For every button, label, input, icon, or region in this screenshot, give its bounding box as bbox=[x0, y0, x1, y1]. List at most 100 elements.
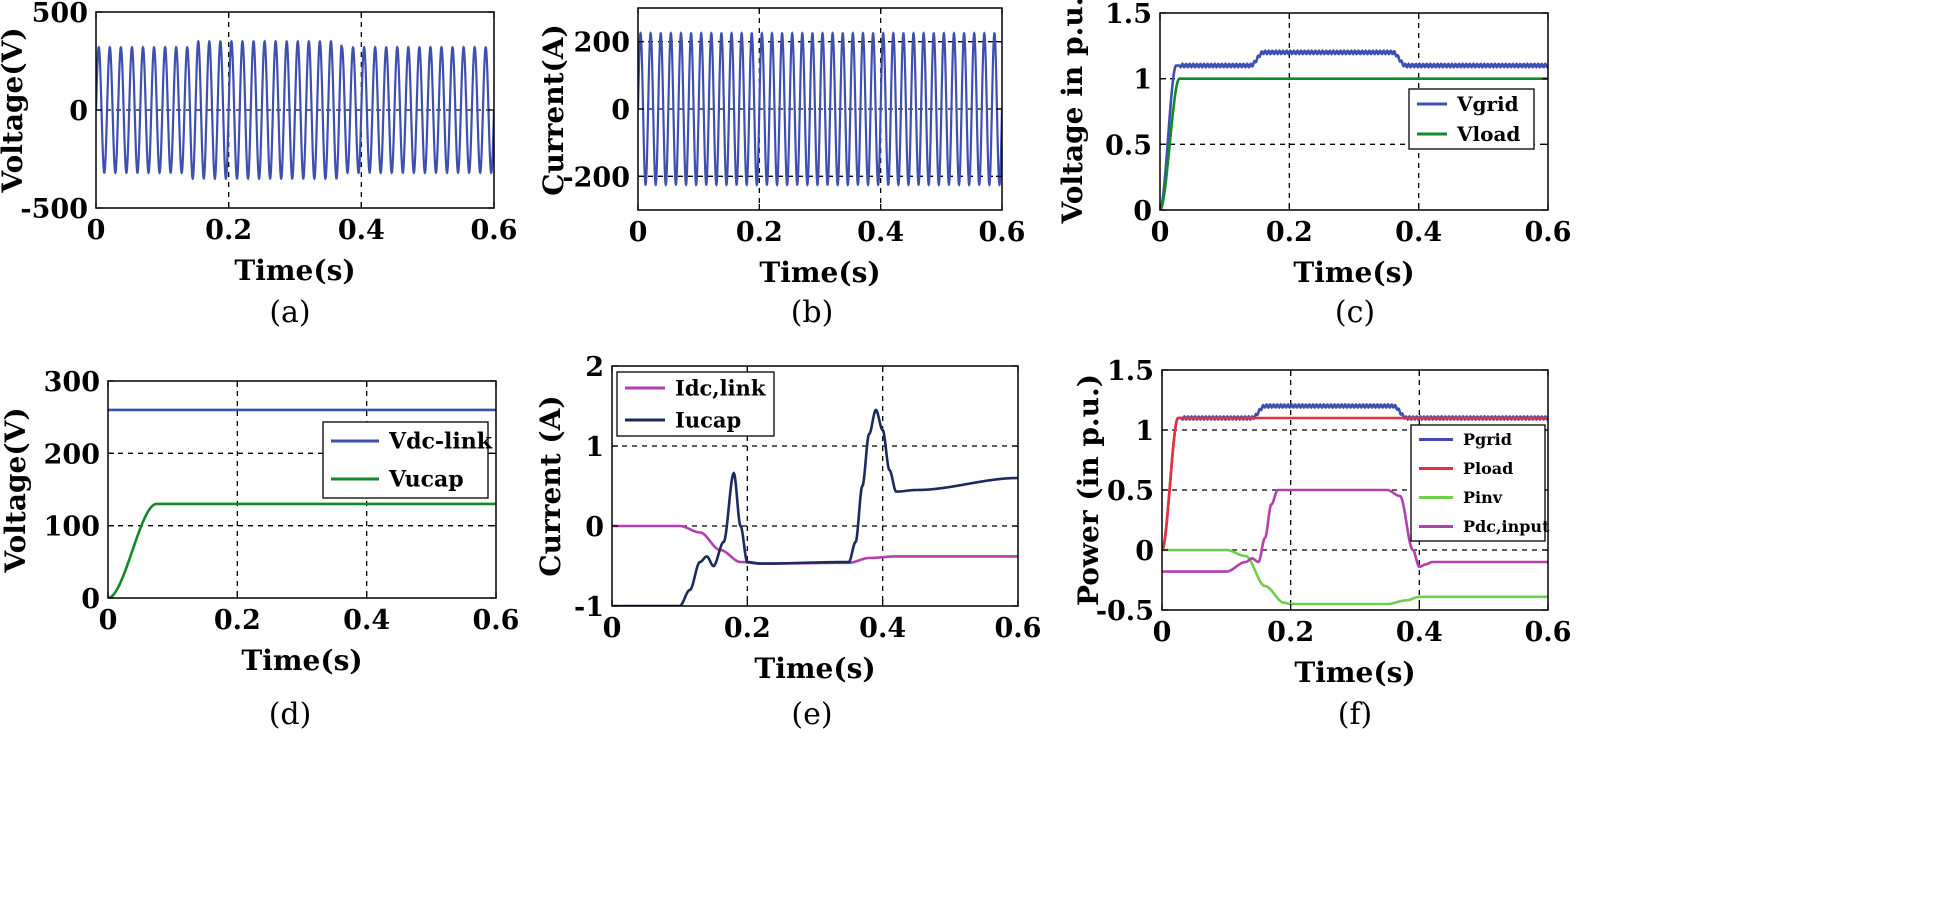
y-tick-label: 300 bbox=[44, 367, 100, 398]
chart-d: 0 0.2 0.4 0.6 0 100 200 300 Time(s) Voltage(V) (d)… bbox=[0, 367, 519, 732]
y-axis-label: Voltage(V) bbox=[0, 407, 32, 573]
x-axis-label: Time(s) bbox=[241, 644, 362, 677]
y-axis-label: Voltage in p.u. bbox=[1056, 0, 1089, 224]
series-line-pload bbox=[1162, 416, 1548, 552]
y-tick-label: 1 bbox=[1135, 416, 1154, 447]
legend-box bbox=[1408, 88, 1535, 150]
y-tick-label: 0.5 bbox=[1107, 476, 1154, 507]
x-tick-label: 0.4 bbox=[343, 605, 390, 636]
y-tick-label: -1 bbox=[574, 592, 604, 623]
x-tick-label: 0.6 bbox=[979, 217, 1026, 248]
y-tick-label: 0 bbox=[1135, 536, 1154, 567]
x-tick-label: 0 bbox=[603, 613, 622, 644]
x-tick-label: 0.2 bbox=[724, 613, 771, 644]
y-tick-label: 0 bbox=[69, 96, 88, 127]
y-tick-label: -0.5 bbox=[1096, 596, 1154, 627]
x-axis-label: Time(s) bbox=[754, 652, 875, 685]
x-tick-label: 0 bbox=[87, 215, 106, 246]
legend-label: Iucap bbox=[675, 407, 741, 432]
y-axis-label: Power (in p.u.) bbox=[1072, 374, 1105, 606]
panel-caption: (d) bbox=[269, 697, 312, 732]
y-tick-label: 1 bbox=[1133, 65, 1152, 96]
x-tick-label: 0.6 bbox=[1525, 617, 1572, 648]
panel-caption: (c) bbox=[1335, 295, 1375, 330]
y-tick-label: 2 bbox=[585, 352, 604, 383]
x-tick-label: 0 bbox=[1151, 217, 1170, 248]
x-tick-label: 0 bbox=[629, 217, 648, 248]
panel-caption: (f) bbox=[1338, 697, 1373, 732]
legend-label: Idc,link bbox=[675, 375, 766, 400]
x-axis-label: Time(s) bbox=[234, 254, 355, 287]
x-tick-label: 0.2 bbox=[736, 217, 783, 248]
y-tick-label: 0 bbox=[81, 584, 100, 615]
x-axis-label: Time(s) bbox=[1294, 656, 1415, 689]
legend-label: Vgrid bbox=[1456, 92, 1519, 116]
x-tick-label: 0.4 bbox=[859, 613, 906, 644]
y-axis-label: Current (A) bbox=[534, 395, 567, 576]
x-tick-label: 0 bbox=[99, 605, 118, 636]
x-tick-label: 0.4 bbox=[338, 215, 385, 246]
legend-label: Pgrid bbox=[1463, 430, 1512, 449]
y-tick-label: 500 bbox=[32, 0, 88, 29]
series-line-current bbox=[638, 31, 1002, 187]
x-tick-label: 0.4 bbox=[857, 217, 904, 248]
x-tick-label: 0.2 bbox=[205, 215, 252, 246]
x-tick-label: 0.6 bbox=[995, 613, 1042, 644]
legend-label: Pinv bbox=[1463, 488, 1503, 507]
x-tick-label: 0.2 bbox=[1267, 617, 1314, 648]
x-tick-label: 0.4 bbox=[1396, 617, 1443, 648]
legend-label: Vdc-link bbox=[388, 429, 493, 455]
x-tick-label: 0.6 bbox=[471, 215, 518, 246]
series-line-vload bbox=[1160, 77, 1548, 210]
panel-caption: (e) bbox=[791, 697, 832, 732]
series-line-pinv bbox=[1162, 548, 1548, 606]
x-tick-label: 0.2 bbox=[1266, 217, 1313, 248]
legend: Vdc-link Vucap bbox=[322, 421, 493, 499]
y-tick-label: 200 bbox=[44, 439, 100, 470]
panel-caption: (b) bbox=[791, 295, 834, 330]
series-line-idc-link bbox=[612, 524, 1018, 565]
x-axis-label: Time(s) bbox=[759, 256, 880, 289]
series-line-voltage bbox=[96, 39, 494, 181]
series-line-vgrid bbox=[1160, 49, 1548, 210]
y-tick-label: 0 bbox=[1133, 196, 1152, 227]
chart-c: 0 0.2 0.4 0.6 0 0.5 1 1.5 Time(s) Voltage in p.u.… bbox=[1056, 0, 1571, 330]
legend-box bbox=[322, 421, 489, 499]
chart-b: 0 0.2 0.4 0.6 -200 0 200 Time(s) Current(A) (b) bbox=[537, 7, 1026, 330]
x-tick-label: 0.6 bbox=[473, 605, 520, 636]
x-tick-label: 0.6 bbox=[1525, 217, 1572, 248]
y-tick-label: 1 bbox=[585, 432, 604, 463]
plot-frame bbox=[1159, 12, 1549, 211]
x-tick-label: 0.2 bbox=[214, 605, 261, 636]
legend-label: Vucap bbox=[388, 467, 464, 493]
series-line-pdc-input bbox=[1162, 488, 1548, 573]
y-tick-label: 1.5 bbox=[1107, 356, 1154, 387]
y-tick-label: -200 bbox=[562, 162, 630, 193]
legend: Vgrid Vload bbox=[1408, 88, 1535, 150]
legend-box bbox=[616, 371, 775, 437]
legend: Idc,link Iucap bbox=[616, 371, 775, 437]
legend: Pgrid Pload Pinv Pdc,input bbox=[1410, 424, 1550, 542]
y-tick-label: 100 bbox=[44, 512, 100, 543]
plot-frame bbox=[611, 365, 1019, 607]
series-line-vucap bbox=[108, 502, 496, 598]
y-tick-label: 0.5 bbox=[1105, 130, 1152, 161]
x-axis-label: Time(s) bbox=[1293, 256, 1414, 289]
y-axis-label: Current(A) bbox=[537, 24, 570, 195]
y-tick-label: 1.5 bbox=[1105, 0, 1152, 30]
panel-caption: (a) bbox=[269, 295, 310, 330]
plot-frame bbox=[107, 380, 497, 599]
legend-box bbox=[1410, 424, 1546, 542]
y-tick-label: -500 bbox=[20, 194, 88, 225]
y-tick-label: 0 bbox=[585, 512, 604, 543]
legend-label: Pload bbox=[1463, 459, 1513, 478]
y-axis-label: Voltage(V) bbox=[0, 27, 29, 193]
series-line-iucap bbox=[612, 408, 1018, 606]
x-tick-label: 0.4 bbox=[1395, 217, 1442, 248]
legend-label: Pdc,input bbox=[1463, 517, 1550, 536]
y-tick-label: 200 bbox=[574, 28, 630, 59]
